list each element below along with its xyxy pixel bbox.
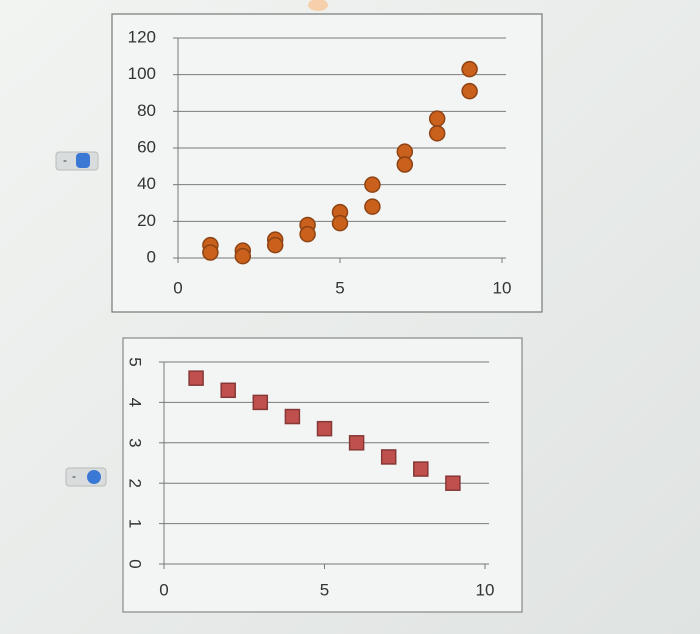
point [445, 475, 461, 491]
light-glare [308, 0, 328, 11]
x-tick-label: 10 [493, 278, 512, 297]
y-tick-label: 20 [137, 211, 156, 230]
point [266, 236, 284, 254]
point [348, 435, 365, 451]
y-tick-label: 40 [137, 174, 156, 193]
point [252, 394, 269, 411]
y-tick-label: 100 [128, 64, 156, 83]
point [364, 176, 381, 193]
point [316, 420, 333, 437]
y-tick-label: 60 [137, 137, 156, 156]
chart-frame [122, 337, 523, 613]
y-tick-label: 4 [126, 398, 145, 407]
point [461, 60, 478, 78]
chart-frame [111, 13, 543, 313]
svg-text:-: - [72, 469, 76, 483]
point [284, 408, 301, 425]
widget[interactable]: - [65, 467, 107, 487]
y-tick-label: 3 [126, 438, 145, 447]
y-tick-label: 1 [126, 519, 145, 528]
x-tick-label: 5 [320, 580, 329, 599]
point [428, 110, 446, 127]
point [220, 382, 236, 399]
x-tick-label: 0 [173, 278, 182, 297]
point [202, 244, 219, 261]
x-tick-label: 0 [159, 580, 168, 599]
y-tick-label: 120 [128, 27, 156, 46]
svg-text:-: - [63, 153, 67, 167]
x-tick-label: 5 [335, 278, 344, 297]
point [299, 225, 316, 243]
y-tick-label: 5 [126, 357, 145, 366]
point [428, 125, 446, 142]
y-tick-label: 0 [147, 247, 156, 266]
y-tick-label: 80 [137, 101, 156, 120]
point [331, 214, 349, 232]
y-tick-label: 0 [126, 559, 145, 568]
widget[interactable]: - [55, 151, 99, 171]
point [413, 461, 429, 477]
point [396, 156, 414, 173]
point [188, 370, 204, 386]
point [380, 449, 397, 465]
point [364, 198, 381, 215]
y-tick-label: 2 [126, 478, 145, 487]
point [461, 82, 478, 100]
point [234, 247, 252, 265]
x-tick-label: 10 [476, 580, 495, 599]
